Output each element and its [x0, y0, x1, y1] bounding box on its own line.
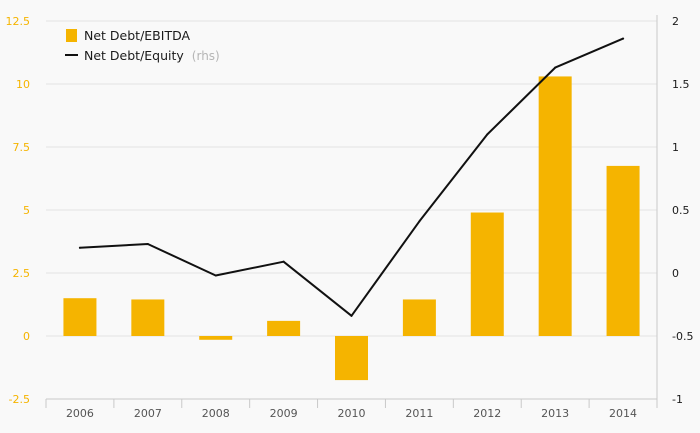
bar — [199, 336, 233, 340]
bar — [538, 76, 572, 336]
left-tick-label: -2.5 — [9, 393, 30, 406]
right-tick-label: 1 — [672, 141, 679, 154]
x-tick-label: 2006 — [66, 407, 94, 420]
x-tick-label: 2008 — [202, 407, 230, 420]
left-tick-label: 12.5 — [6, 15, 31, 28]
left-tick-label: 2.5 — [13, 267, 31, 280]
right-tick-label: -1 — [672, 393, 683, 406]
line-point — [622, 37, 625, 40]
line-point — [554, 66, 557, 69]
x-axis: 2006 2007 2008 2009 2010 2011 2012 2013 2014 — [45, 398, 658, 420]
left-tick-label: 5 — [23, 204, 30, 217]
x-tick-label: 2014 — [609, 407, 637, 420]
legend-label-net-debt-equity-name: Net Debt/Equity — [84, 48, 184, 63]
x-tick-label: 2009 — [270, 407, 298, 420]
left-tick-label: 7.5 — [13, 141, 31, 154]
line-point — [350, 314, 353, 317]
right-tick-label: 2 — [672, 15, 679, 28]
x-tick-label: 2011 — [405, 407, 433, 420]
legend-label-rhs-suffix: (rhs) — [192, 49, 220, 63]
x-tick-label: 2010 — [338, 407, 366, 420]
legend-label-net-debt-ebitda: Net Debt/EBITDA — [84, 28, 190, 43]
legend-swatch-net-debt-ebitda — [66, 29, 77, 42]
bar — [606, 165, 640, 336]
legend-label-net-debt-equity: Net Debt/Equity (rhs) — [84, 48, 220, 63]
bar — [63, 298, 97, 336]
right-tick-label: -0.5 — [672, 330, 693, 343]
right-tick-label: 0 — [672, 267, 679, 280]
left-tick-label: 0 — [23, 330, 30, 343]
line-series — [78, 37, 625, 317]
bar — [131, 299, 165, 336]
line-point — [146, 243, 149, 246]
right-axis-ticks: 2 1.5 1 0.5 0 -0.5 -1 — [672, 15, 693, 406]
bar — [402, 299, 436, 336]
x-tick-label: 2013 — [541, 407, 569, 420]
bars — [63, 76, 640, 381]
bar — [267, 320, 301, 336]
left-axis-ticks: 12.5 10 7.5 5 2.5 0 -2.5 — [6, 15, 31, 406]
right-tick-label: 1.5 — [672, 78, 690, 91]
bar — [335, 336, 368, 381]
line-point — [78, 246, 81, 249]
x-tick-label: 2007 — [134, 407, 162, 420]
right-tick-label: 0.5 — [672, 204, 690, 217]
line-point — [214, 274, 217, 277]
line-point — [418, 220, 421, 223]
legend: Net Debt/EBITDA Net Debt/Equity (rhs) — [65, 28, 220, 63]
x-tick-label: 2012 — [473, 407, 501, 420]
line-point — [486, 133, 489, 136]
line-point — [282, 260, 285, 263]
bar — [470, 212, 504, 336]
left-tick-label: 10 — [16, 78, 30, 91]
